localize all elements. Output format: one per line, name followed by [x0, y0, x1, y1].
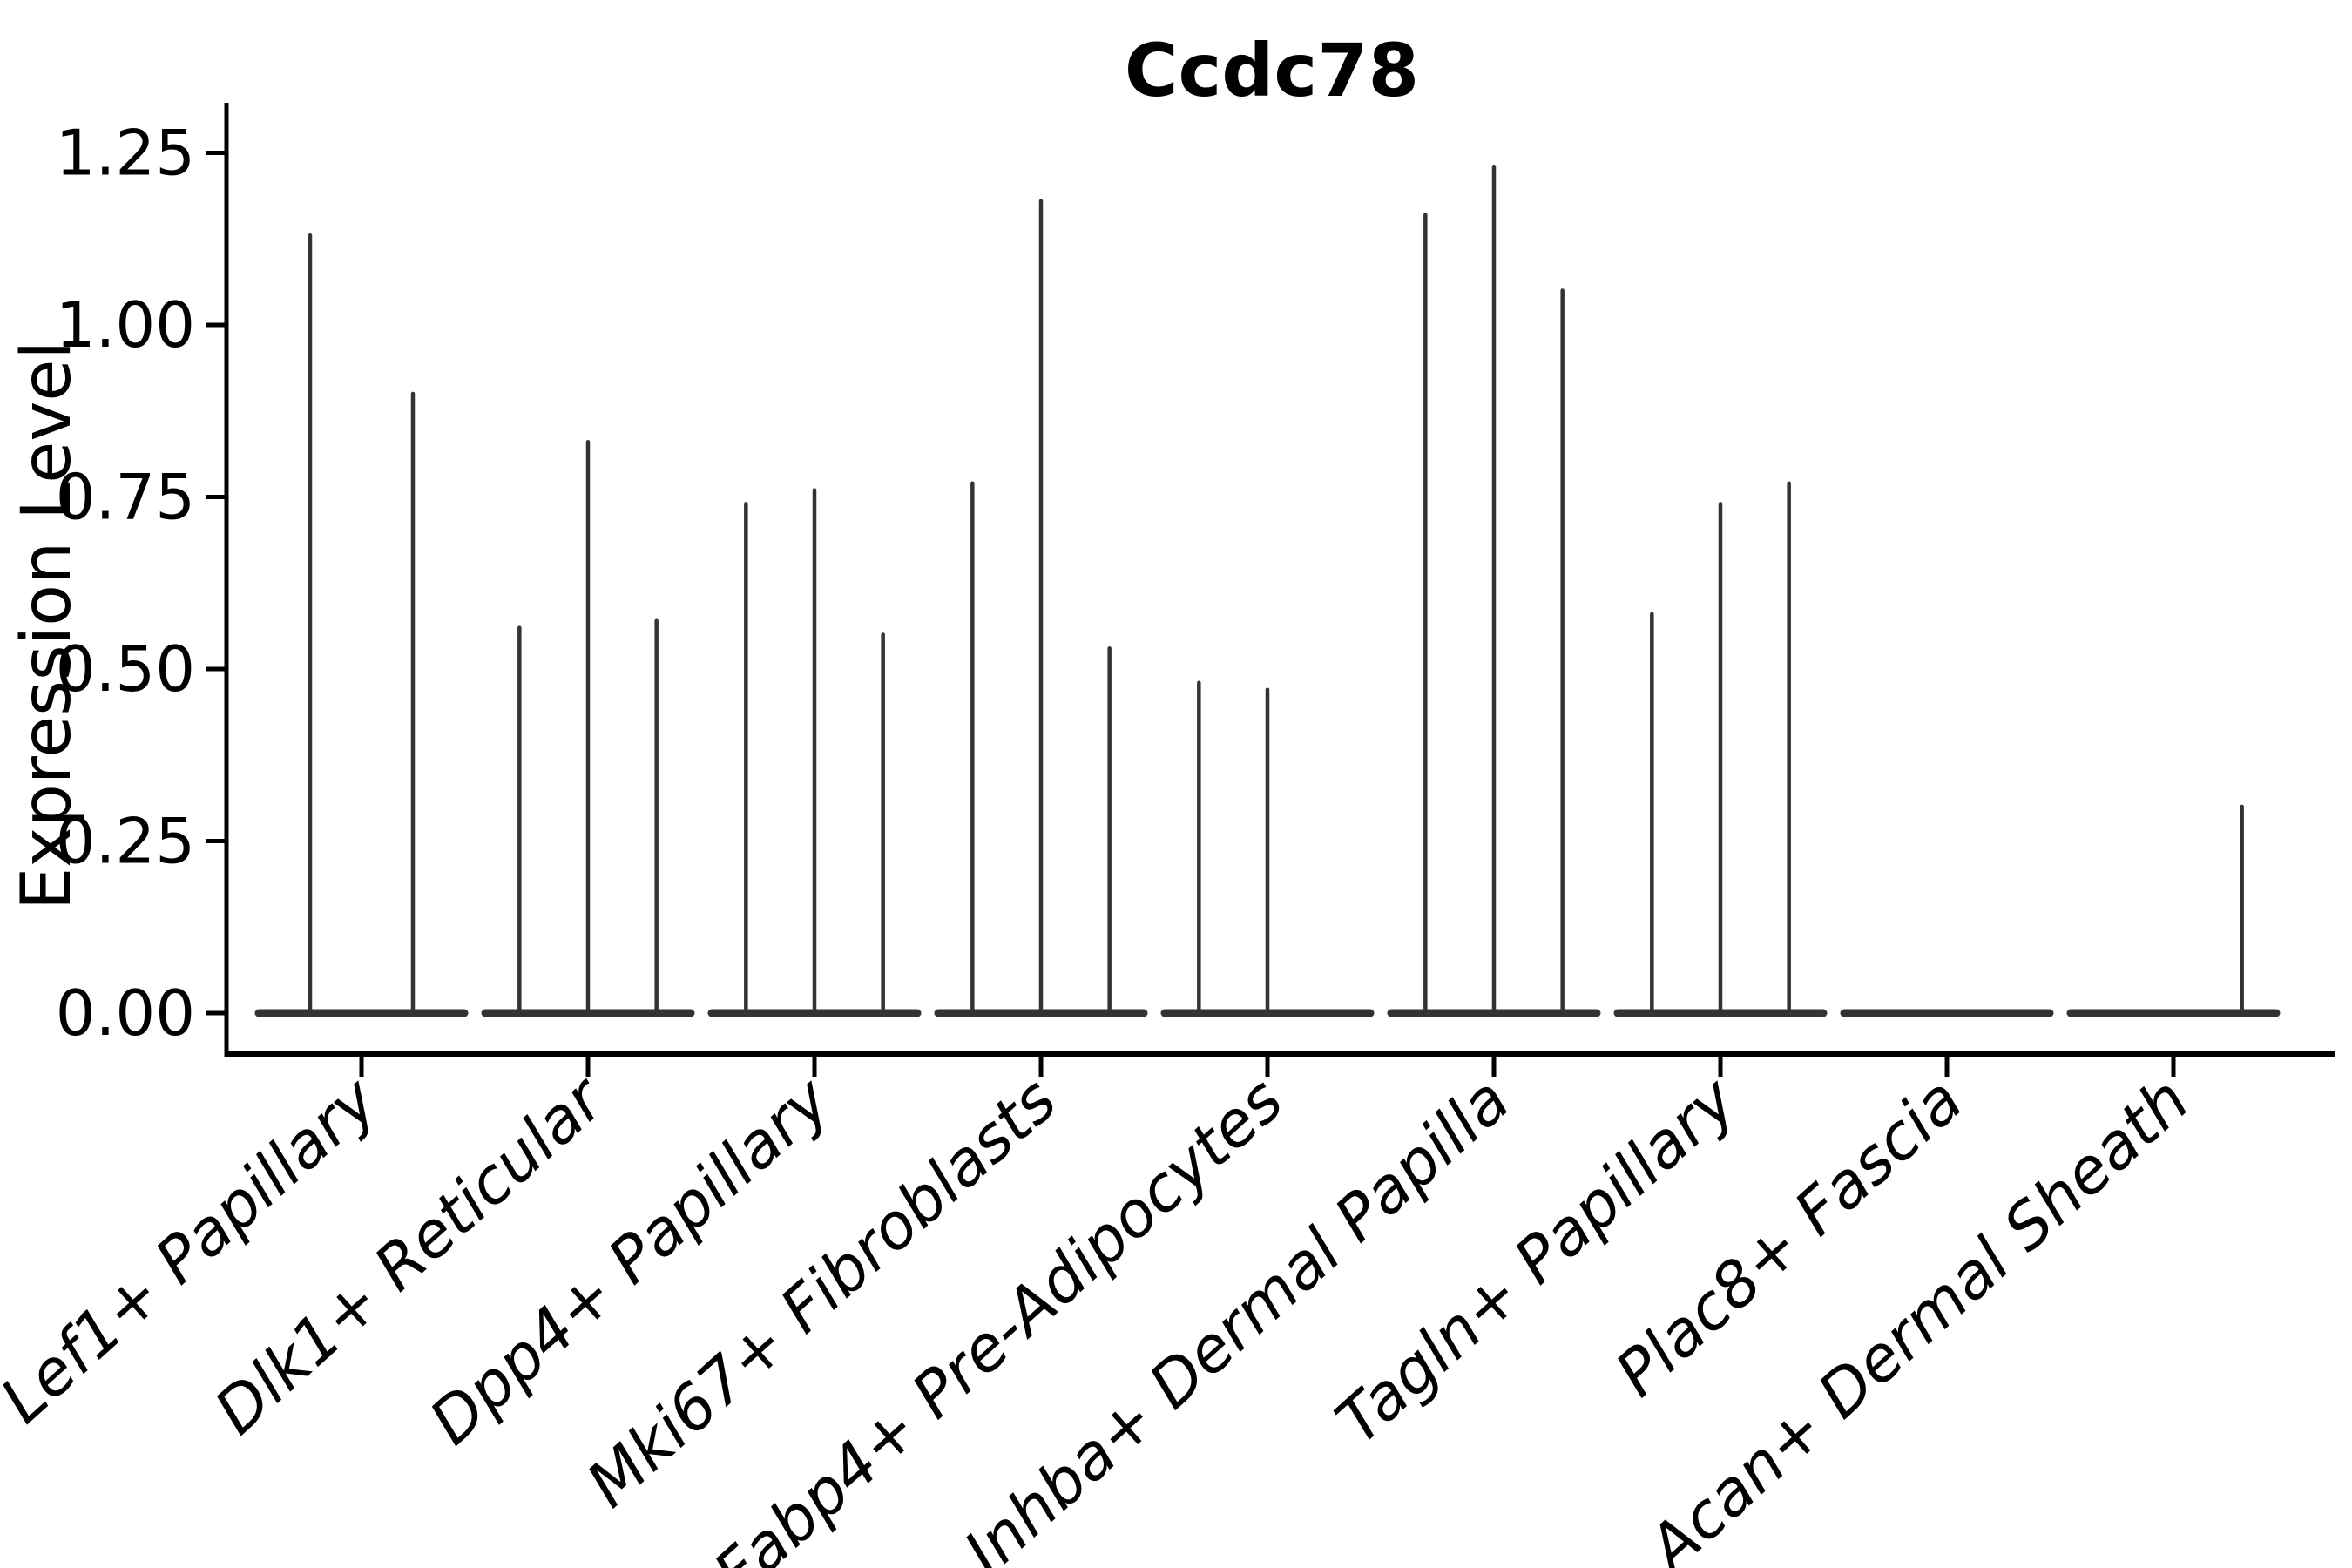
y-axis-label: Expression Level: [8, 341, 86, 910]
plot-title: Ccdc78: [1125, 28, 1419, 113]
y-tick-label: 1.00: [56, 288, 195, 362]
y-tick-label: 0.75: [56, 461, 195, 534]
y-tick-label: 0.00: [56, 977, 195, 1050]
violins-layer: [254, 165, 2281, 1017]
y-tick-label: 1.25: [56, 117, 195, 190]
axes-layer: 0.00 0.25 0.50 0.75 1.00 1.25 Lef1+ PapillaryD…: [0, 103, 2335, 1568]
y-tick-label: 0.50: [56, 632, 195, 706]
x-tick-label: Tagln+ Papillary: [1322, 1062, 1751, 1458]
y-tick-label: 0.25: [56, 805, 195, 878]
x-tick-label: Lef1+ Papillary: [0, 1062, 391, 1436]
x-tick-label: Dlk1+ Reticular: [200, 1060, 619, 1448]
x-tick-label: Dpp4+ Papillary: [416, 1062, 844, 1458]
